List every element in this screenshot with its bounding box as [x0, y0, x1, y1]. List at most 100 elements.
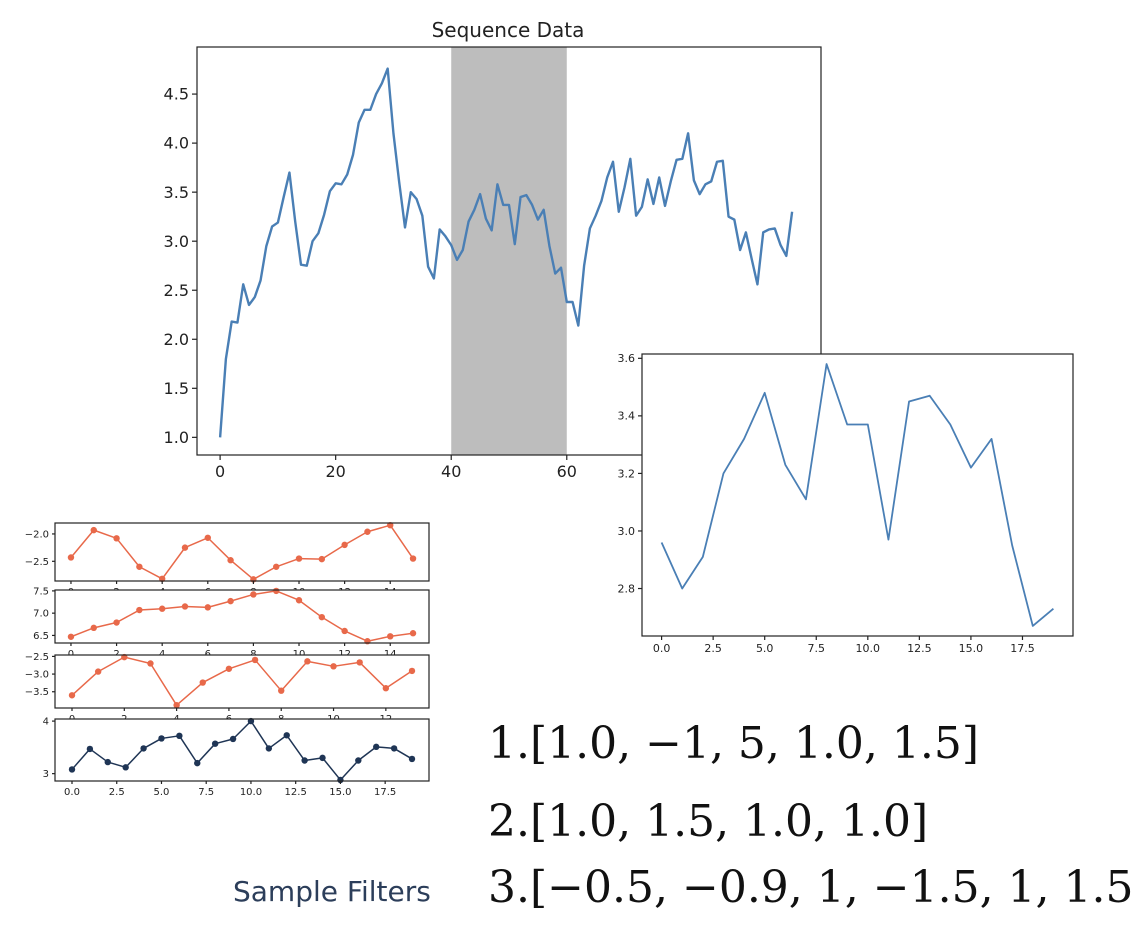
data-point — [278, 687, 285, 694]
y-tick-label: 3.4 — [618, 410, 636, 423]
series-line — [218, 67, 794, 438]
data-point — [68, 692, 76, 699]
data-point — [355, 757, 362, 764]
plot-frame — [54, 522, 430, 582]
data-point — [90, 624, 97, 632]
x-tick-label: 17.5 — [374, 787, 396, 798]
data-point — [356, 659, 363, 666]
x-tick-label: 10.0 — [856, 642, 881, 655]
x-tick-label: 10.0 — [240, 787, 262, 798]
x-tick-label: 2.5 — [704, 642, 722, 655]
data-point — [301, 757, 308, 764]
y-tick-label: 3 — [43, 769, 49, 780]
series-line — [71, 720, 413, 781]
x-tick-label: 60 — [557, 462, 577, 481]
data-point — [229, 735, 237, 743]
sample-filters-label: Sample Filters — [233, 875, 431, 908]
data-point — [408, 667, 416, 675]
x-tick-label: 2.5 — [109, 787, 125, 798]
series-line — [70, 590, 414, 642]
data-point — [176, 732, 183, 740]
y-tick-label: −2.5 — [25, 557, 49, 568]
data-point — [382, 685, 390, 692]
y-tick-label: 2.8 — [618, 582, 636, 595]
y-tick-label: 3.2 — [618, 467, 636, 480]
data-point — [319, 754, 326, 762]
data-point — [122, 764, 129, 771]
y-tick-label: 2.0 — [164, 330, 189, 349]
data-point — [227, 597, 234, 605]
series-line — [660, 363, 1054, 627]
y-tick-label: 6.5 — [33, 631, 49, 642]
data-point — [283, 732, 290, 739]
data-point — [341, 627, 348, 635]
highlight-span — [451, 47, 567, 455]
data-point — [318, 613, 326, 621]
y-tick-label: 2.5 — [164, 281, 189, 300]
y-tick-label: −3.0 — [25, 670, 49, 681]
data-point — [225, 665, 233, 672]
plot-background — [642, 354, 1073, 636]
plot-frame — [641, 353, 1074, 637]
data-point — [330, 663, 337, 670]
x-tick-label: 0 — [215, 462, 225, 481]
data-point — [204, 604, 211, 611]
data-point — [341, 541, 348, 549]
data-point — [113, 619, 120, 626]
data-point — [104, 758, 111, 766]
plot-background — [55, 590, 429, 643]
data-point — [251, 656, 259, 664]
y-tick-label: 3.6 — [618, 352, 636, 365]
x-tick-label: 40 — [441, 462, 461, 481]
x-tick-label: 5.0 — [756, 642, 774, 655]
x-tick-label: 15.0 — [329, 787, 351, 798]
chart-title: Sequence Data — [432, 18, 585, 42]
y-tick-label: 4.5 — [164, 85, 189, 104]
data-point — [68, 766, 76, 773]
y-tick-label: −2.0 — [25, 529, 49, 540]
x-tick-label: 7.5 — [198, 787, 214, 798]
series-line — [70, 524, 414, 581]
data-point — [265, 745, 273, 752]
plot-frame — [54, 718, 430, 782]
data-point — [387, 633, 394, 640]
y-tick-label: 3.0 — [164, 232, 189, 251]
y-tick-label: 3.0 — [618, 525, 636, 538]
data-point — [250, 591, 257, 598]
x-tick-label: 17.5 — [1010, 642, 1035, 655]
data-point — [295, 597, 303, 604]
data-point — [304, 658, 311, 665]
data-point — [147, 660, 154, 667]
x-tick-label: 15.0 — [959, 642, 984, 655]
data-point — [204, 534, 211, 541]
series-line — [71, 656, 413, 706]
data-point — [90, 526, 97, 534]
data-point — [86, 745, 94, 753]
x-tick-label: 5.0 — [154, 787, 170, 798]
x-tick-label: 7.5 — [808, 642, 826, 655]
data-point — [173, 701, 180, 709]
x-tick-label: 20 — [325, 462, 345, 481]
data-point — [181, 544, 189, 551]
data-point — [194, 759, 201, 767]
plot-frame — [196, 46, 822, 456]
data-point — [140, 745, 147, 752]
x-tick-label: 12.5 — [907, 642, 932, 655]
y-tick-label: −2.5 — [25, 652, 49, 663]
filter-equation-2: 2.[1.0, 1.5, 1.0, 1.0] — [488, 796, 929, 847]
data-point — [211, 740, 219, 747]
data-point — [181, 603, 189, 610]
y-tick-label: 4.0 — [164, 134, 189, 153]
data-point — [136, 563, 143, 570]
y-tick-label: −3.5 — [25, 687, 49, 698]
data-point — [373, 743, 380, 751]
plot-frame — [54, 654, 430, 709]
y-tick-label: 3.5 — [164, 183, 189, 202]
data-point — [318, 555, 326, 563]
data-point — [409, 555, 417, 562]
y-tick-label: 4 — [43, 717, 49, 728]
filter-equation-1: 1.[1.0, −1, 5, 1.0, 1.5] — [488, 718, 979, 769]
